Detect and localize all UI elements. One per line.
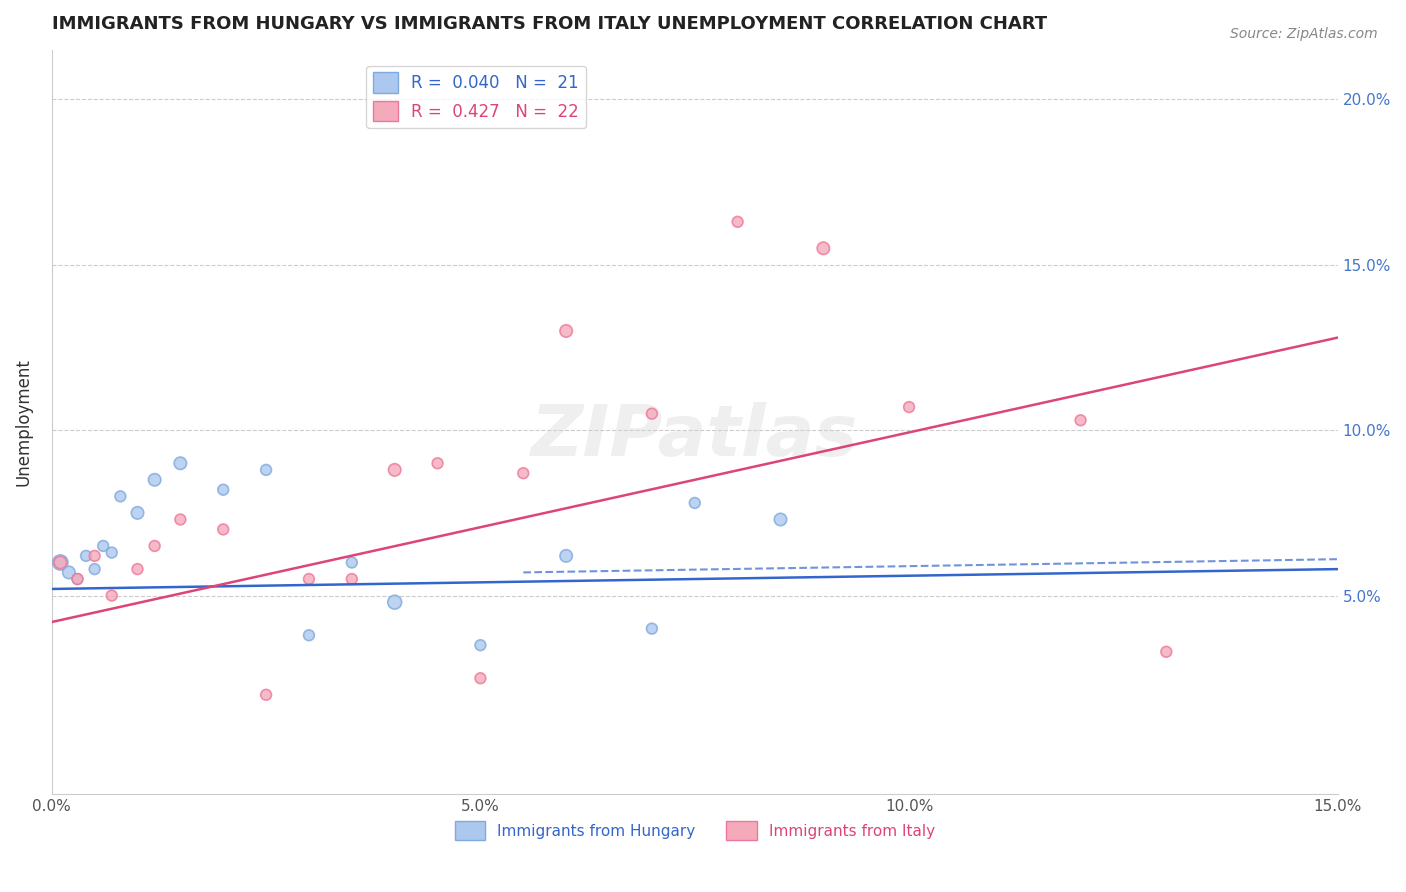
Point bbox=[555, 324, 578, 338]
Point bbox=[384, 463, 406, 477]
Point bbox=[212, 483, 235, 497]
Point bbox=[555, 549, 578, 563]
Point bbox=[727, 215, 749, 229]
Point bbox=[470, 671, 492, 685]
Point bbox=[66, 572, 89, 586]
Point bbox=[66, 572, 89, 586]
Point bbox=[169, 512, 191, 526]
Point bbox=[143, 473, 166, 487]
Point bbox=[169, 456, 191, 470]
Point bbox=[83, 549, 105, 563]
Point bbox=[49, 556, 72, 570]
Point bbox=[100, 545, 122, 559]
Point bbox=[813, 241, 835, 255]
Point bbox=[254, 688, 277, 702]
Point bbox=[641, 407, 664, 421]
Point bbox=[512, 466, 534, 480]
Point bbox=[58, 566, 80, 580]
Text: Source: ZipAtlas.com: Source: ZipAtlas.com bbox=[1230, 27, 1378, 41]
Point bbox=[641, 622, 664, 636]
Point bbox=[49, 556, 72, 570]
Point bbox=[127, 506, 149, 520]
Text: IMMIGRANTS FROM HUNGARY VS IMMIGRANTS FROM ITALY UNEMPLOYMENT CORRELATION CHART: IMMIGRANTS FROM HUNGARY VS IMMIGRANTS FR… bbox=[52, 15, 1047, 33]
Point bbox=[1156, 645, 1178, 659]
Point bbox=[83, 562, 105, 576]
Legend: Immigrants from Hungary, Immigrants from Italy: Immigrants from Hungary, Immigrants from… bbox=[449, 815, 941, 846]
Point bbox=[212, 523, 235, 537]
Point bbox=[75, 549, 97, 563]
Point bbox=[127, 562, 149, 576]
Text: ZIPatlas: ZIPatlas bbox=[531, 402, 859, 471]
Point bbox=[683, 496, 706, 510]
Point bbox=[769, 512, 792, 526]
Point bbox=[254, 463, 277, 477]
Point bbox=[898, 400, 921, 414]
Point bbox=[143, 539, 166, 553]
Point bbox=[91, 539, 114, 553]
Point bbox=[298, 628, 321, 642]
Point bbox=[110, 489, 132, 503]
Point bbox=[340, 556, 363, 570]
Point bbox=[100, 589, 122, 603]
Point bbox=[298, 572, 321, 586]
Point bbox=[340, 572, 363, 586]
Point bbox=[1070, 413, 1092, 427]
Point bbox=[384, 595, 406, 609]
Y-axis label: Unemployment: Unemployment bbox=[15, 358, 32, 486]
Point bbox=[426, 456, 449, 470]
Point bbox=[470, 638, 492, 652]
